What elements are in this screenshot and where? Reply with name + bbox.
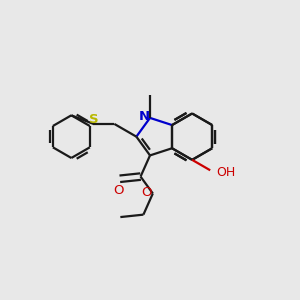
Text: O: O [141, 186, 152, 199]
Text: OH: OH [217, 166, 236, 179]
Text: N: N [139, 110, 150, 123]
Text: S: S [88, 112, 98, 126]
Text: O: O [114, 184, 124, 197]
